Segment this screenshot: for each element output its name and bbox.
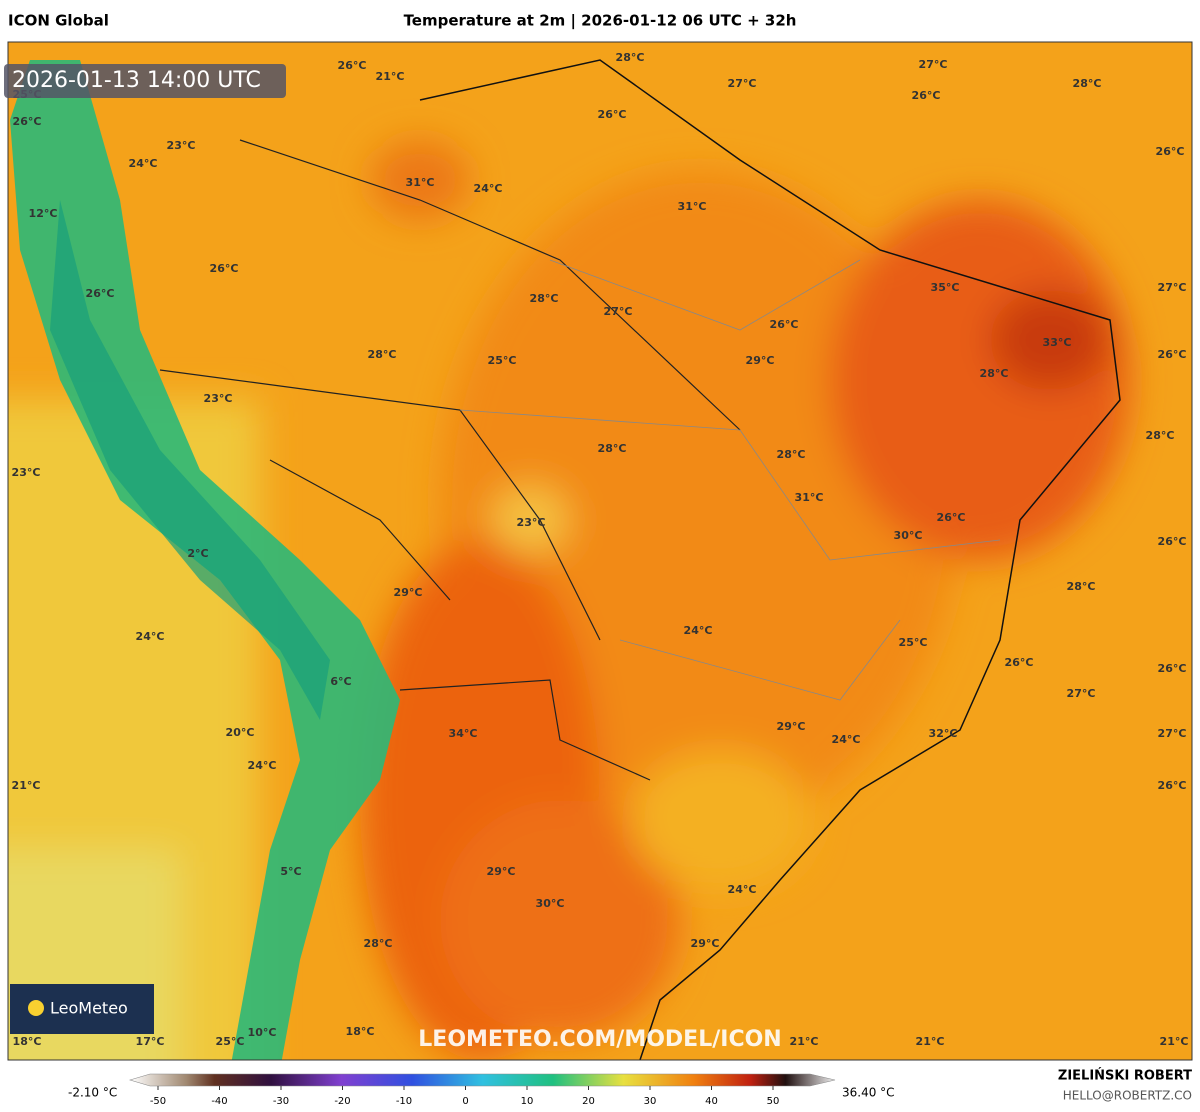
temp-label: 24°C [684,624,713,637]
temp-label: 24°C [832,733,861,746]
temp-label: 23°C [167,139,196,152]
temp-label: 25°C [488,354,517,367]
colorbar-tick-label: 0 [462,1096,468,1107]
logo-sun [28,1000,44,1016]
temp-label: 27°C [728,77,757,90]
temp-label: 26°C [937,511,966,524]
temp-label: 21°C [790,1035,819,1048]
colorbar-tick-label: -50 [150,1096,166,1107]
temp-label: 28°C [368,348,397,361]
map: 26°C 21°C 28°C 27°C 27°C 26°C 28°C 25°C 26°C 23°C… [8,42,1192,1060]
temp-label: 26°C [1005,656,1034,669]
temp-label: 26°C [1156,145,1185,158]
temp-label: 25°C [216,1035,245,1048]
temp-label: 27°C [1158,727,1187,740]
temp-label: 24°C [248,759,277,772]
temp-label: 26°C [912,89,941,102]
temp-label: 21°C [376,70,405,83]
temp-label: 31°C [406,176,435,189]
temp-label: 26°C [1158,348,1187,361]
temp-label: 28°C [1073,77,1102,90]
temp-label: 28°C [1146,429,1175,442]
temp-label: 25°C [899,636,928,649]
temp-label: 6°C [330,675,351,688]
temp-label: 27°C [1067,687,1096,700]
logo: LeoMeteo [50,999,128,1018]
colorbar-tick-label: 40 [705,1096,718,1107]
legend-min: -2.10 °C [68,1086,117,1100]
colorbar-tick-label: -20 [334,1096,350,1107]
temp-label: 28°C [598,442,627,455]
temp-label: 29°C [487,865,516,878]
legend-max: 36.40 °C [842,1086,895,1100]
temp-label: 30°C [894,529,923,542]
colorbar-tick-label: 20 [582,1096,595,1107]
author: ZIELIŃSKI ROBERT [1058,1068,1192,1084]
temp-label: 29°C [746,354,775,367]
temp-label: 27°C [604,305,633,318]
colorbar-tick-label: -30 [273,1096,289,1107]
temp-label: 29°C [394,586,423,599]
colorbar-tick-label: 10 [521,1096,534,1107]
temp-label: 29°C [777,720,806,733]
email: HELLO@ROBERTZ.CO [1063,1089,1192,1103]
temp-label: 24°C [129,157,158,170]
temp-label: 23°C [204,392,233,405]
temp-label: 35°C [931,281,960,294]
temp-label: 18°C [346,1025,375,1038]
temp-label: 26°C [13,115,42,128]
colorbar-tick-label: -10 [396,1096,412,1107]
temp-label: 31°C [795,491,824,504]
temp-label: 28°C [777,448,806,461]
watermark: LEOMETEO.COM/MODEL/ICON [418,1027,781,1052]
valid-time: 2026-01-13 14:00 UTC [12,68,261,93]
temp-label: 23°C [12,466,41,479]
temp-label: 26°C [598,108,627,121]
temp-label: 12°C [29,207,58,220]
temp-label: 24°C [474,182,503,195]
temp-label: 32°C [929,727,958,740]
model-name: ICON Global [8,12,109,30]
temp-label: 23°C [517,516,546,529]
temp-label: 21°C [12,779,41,792]
temp-label: 28°C [616,51,645,64]
temp-label: 18°C [13,1035,42,1048]
temp-label: 2°C [187,547,208,560]
time-badge [4,64,286,98]
colorbar [128,1073,836,1087]
temp-label: 21°C [916,1035,945,1048]
temp-label: 26°C [770,318,799,331]
map-frame [7,41,1193,1061]
temp-label: 30°C [536,897,565,910]
temp-label: 27°C [919,58,948,71]
temp-label: 24°C [136,630,165,643]
temp-label: 28°C [530,292,559,305]
temp-label: 24°C [728,883,757,896]
temp-label: 20°C [226,726,255,739]
temp-label: 10°C [248,1026,277,1039]
colorbar-tick-label: 30 [644,1096,657,1107]
temp-label: 28°C [364,937,393,950]
temp-label: 33°C [1043,336,1072,349]
temp-label: 34°C [449,727,478,740]
temp-label: 26°C [1158,535,1187,548]
temp-label: 28°C [980,367,1009,380]
temp-label: 26°C [210,262,239,275]
temp-label: 26°C [1158,779,1187,792]
map-title: Temperature at 2m | 2026-01-12 06 UTC + … [404,12,797,31]
temp-label: 29°C [691,937,720,950]
temp-label: 28°C [1067,580,1096,593]
temp-label: 21°C [1160,1035,1189,1048]
temp-label: 31°C [678,200,707,213]
temp-label: 26°C [86,287,115,300]
temp-label: 26°C [1158,662,1187,675]
temp-label: 5°C [280,865,301,878]
temp-label: 27°C [1158,281,1187,294]
temp-label: 17°C [136,1035,165,1048]
colorbar-tick-label: -40 [211,1096,227,1107]
colorbar-tick-label: 50 [767,1096,780,1107]
temp-label: 26°C [338,59,367,72]
